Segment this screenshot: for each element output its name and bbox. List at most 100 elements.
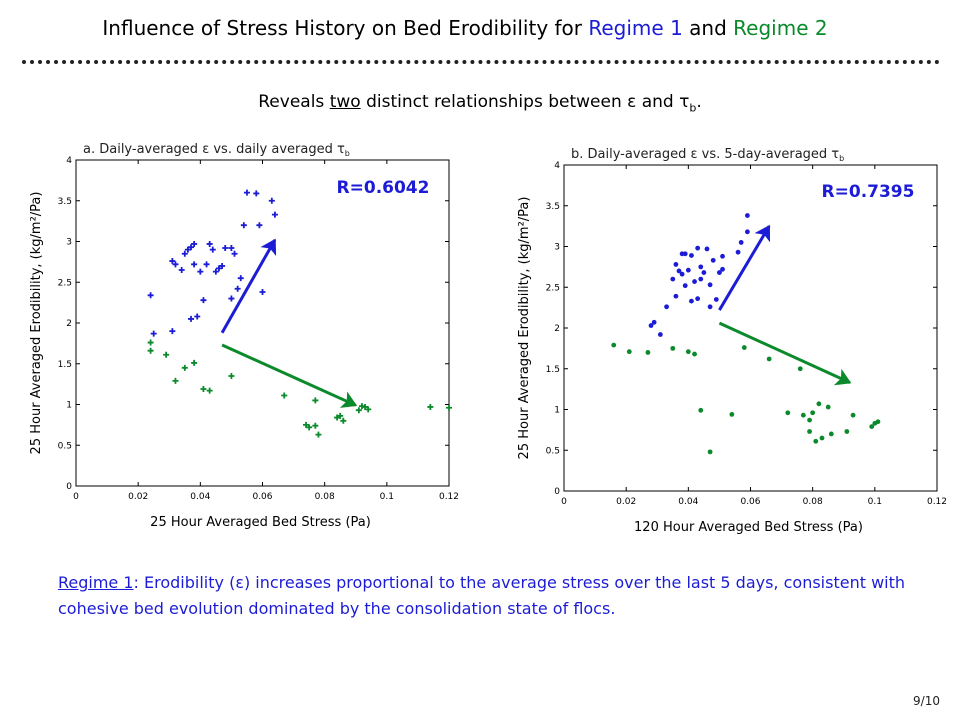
data-point-regime1 [738,240,744,245]
data-point-regime1 [181,250,188,257]
data-point-regime2 [281,392,288,399]
data-point-regime2 [869,424,875,430]
data-point-regime2 [810,410,816,416]
x-tick-label: 0.06 [740,497,760,507]
x-tick-label: 0.04 [190,492,210,502]
y-tick-label: 2 [554,324,560,334]
data-point-regime2 [626,349,632,355]
data-point-regime1 [256,222,263,229]
data-point-regime1 [234,285,241,292]
data-point-regime1 [197,268,204,275]
data-point-regime2 [312,397,319,404]
data-point-regime1 [670,276,676,282]
data-point-regime1 [710,257,716,263]
data-point-regime1 [209,246,216,253]
data-point-regime2 [315,431,322,438]
y-axis-label: 25 Hour Averaged Erodibility, (kg/m²/Pa) [517,197,532,460]
data-point-regime2 [206,387,213,394]
data-point-regime1 [259,289,266,296]
data-point-regime1 [744,229,750,235]
slide-subtitle: Reveals two distinct relationships betwe… [0,92,960,114]
trend-arrow-regime2 [221,343,358,408]
trend-arrow-regime1 [718,224,771,311]
data-point-regime2 [147,347,154,354]
plot-frame [75,159,450,487]
y-tick-label: 4 [554,161,560,171]
data-point-regime2 [692,351,697,357]
data-point-regime1 [679,271,685,277]
data-point-regime1 [707,282,713,288]
y-tick-label: 1 [554,406,560,416]
x-tick-label: 0 [561,497,567,507]
chart-title: b. Daily-averaged ε vs. 5-day-averaged τ… [571,147,844,163]
data-point-regime2 [446,404,452,411]
data-point-regime2 [825,404,831,410]
x-axis-label: 25 Hour Averaged Bed Stress (Pa) [150,515,371,530]
data-point-regime2 [303,421,310,428]
y-tick-label: 3 [66,238,72,248]
data-point-regime2 [306,424,313,431]
data-point-regime2 [729,411,735,417]
trend-arrow-regime1 [220,238,277,334]
data-point-regime2 [337,412,344,419]
data-point-regime2 [844,429,850,434]
subtitle-end: . [696,92,702,112]
x-axis-label: 120 Hour Averaged Bed Stress (Pa) [634,520,863,535]
data-point-regime1 [695,245,701,251]
y-tick-label: 2 [66,319,72,329]
data-point-regime1 [215,265,222,272]
data-point-regime2 [800,412,806,418]
x-tick-label: 0.08 [315,492,335,502]
data-point-regime2 [766,356,772,362]
chart-title-subscript: b [839,154,844,163]
data-point-regime1 [240,222,247,229]
chart-a: a. Daily-averaged ε vs. daily averaged τ… [29,142,459,530]
data-point-regime1 [178,267,185,274]
data-point-regime2 [741,345,747,350]
data-point-regime2 [875,419,881,425]
data-point-regime1 [689,253,694,258]
data-point-regime2 [147,339,154,346]
title-regime1: Regime 1 [588,16,683,40]
x-tick-label: 0.12 [439,492,459,502]
x-tick-label: 0.04 [678,497,698,507]
title-prefix: Influence of Stress History on Bed Erodi… [102,16,589,40]
data-point-regime2 [807,429,812,434]
x-tick-label: 0.1 [868,497,882,507]
y-tick-label: 0.5 [58,441,72,451]
data-point-regime2 [819,435,825,441]
data-point-regime2 [707,449,713,455]
charts-canvas: a. Daily-averaged ε vs. daily averaged τ… [29,142,947,535]
subtitle-underlined: two [329,92,361,112]
data-point-regime1 [698,276,704,282]
data-point-regime1 [744,213,750,218]
x-tick-label: 0 [73,492,79,502]
data-point-regime1 [271,211,278,218]
data-point-regime1 [648,323,654,328]
x-tick-label: 0.12 [927,497,947,507]
y-tick-label: 2.5 [58,278,72,288]
data-point-regime2 [645,350,651,355]
data-point-regime1 [194,313,201,320]
y-tick-label: 1.5 [546,365,560,375]
data-point-regime1 [188,244,195,251]
plot-frame [563,164,938,492]
data-point-regime1 [169,328,176,335]
y-tick-label: 0.5 [546,446,560,456]
data-point-regime1 [219,262,226,269]
data-point-regime2 [850,412,856,418]
title-regime2: Regime 2 [733,16,828,40]
y-tick-label: 0 [66,482,72,492]
data-point-regime1 [689,298,694,304]
data-point-regime1 [698,264,704,270]
y-tick-label: 1.5 [58,360,72,370]
data-point-regime2 [813,438,819,444]
data-point-regime1 [682,283,688,289]
subtitle-prefix: Reveals [258,92,330,112]
y-tick-label: 0 [554,487,560,497]
data-point-regime1 [228,245,235,252]
regime1-footnote: Regime 1: Erodibility (ε) increases prop… [58,570,938,622]
x-tick-label: 0.08 [803,497,823,507]
y-axis-label: 25 Hour Averaged Erodibility, (kg/m²/Pa) [29,192,44,455]
data-point-regime1 [735,249,741,255]
